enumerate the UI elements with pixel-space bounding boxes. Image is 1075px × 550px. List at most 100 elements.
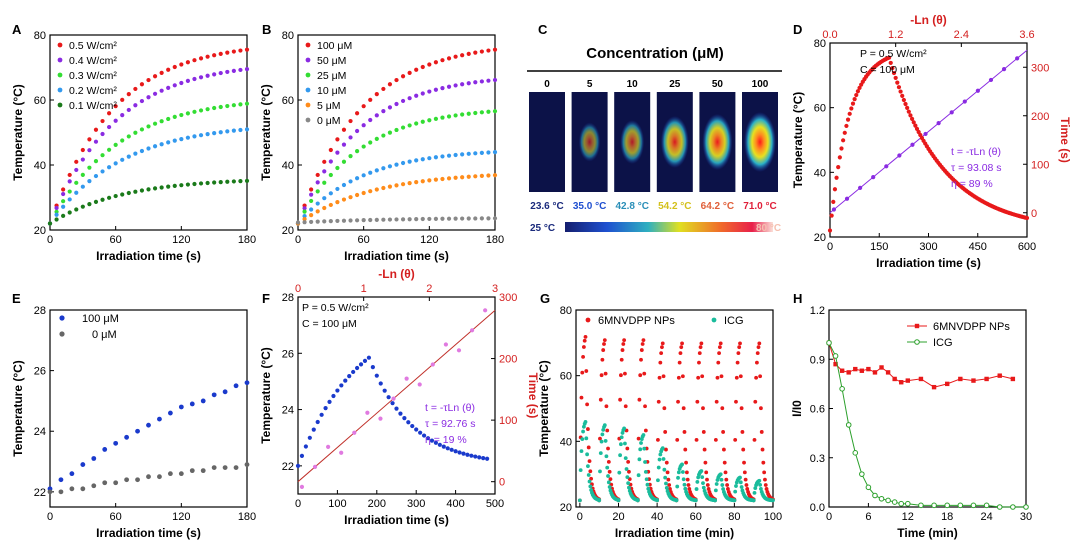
data-point xyxy=(198,56,204,61)
data-point xyxy=(603,371,608,376)
data-point xyxy=(839,368,845,373)
data-point xyxy=(315,209,320,214)
data-point xyxy=(80,147,85,153)
data-point xyxy=(678,351,683,356)
data-point xyxy=(205,132,210,137)
data-point xyxy=(133,189,138,194)
data-point xyxy=(146,422,151,428)
data-point xyxy=(225,103,230,109)
data-point xyxy=(335,200,340,205)
data-point xyxy=(700,374,705,379)
data-point xyxy=(172,138,177,143)
data-point xyxy=(686,483,691,487)
data-point xyxy=(682,430,687,434)
data-point xyxy=(466,174,471,179)
data-point xyxy=(944,502,951,509)
data-point xyxy=(172,114,177,120)
data-point xyxy=(479,150,484,155)
data-point xyxy=(656,478,660,483)
data-point xyxy=(61,191,66,197)
data-point xyxy=(676,399,680,404)
data-point xyxy=(157,416,162,422)
data-point xyxy=(602,423,607,428)
data-point xyxy=(492,173,498,178)
data-point xyxy=(100,169,105,174)
temperature-label: 71.0 °C xyxy=(743,201,776,212)
data-point xyxy=(374,168,379,173)
data-point xyxy=(622,426,627,431)
data-point xyxy=(657,457,662,462)
data-point xyxy=(473,110,478,116)
x-tick-label: 120 xyxy=(172,234,190,246)
data-point xyxy=(192,76,197,82)
data-point xyxy=(601,427,606,432)
data-point xyxy=(139,188,145,193)
x-tick-label: 180 xyxy=(238,511,256,523)
data-point xyxy=(871,175,876,180)
data-point xyxy=(752,437,757,442)
data-point xyxy=(764,487,769,491)
data-point xyxy=(93,199,99,204)
data-point xyxy=(701,430,706,434)
data-point xyxy=(492,47,498,52)
data-point xyxy=(1015,56,1020,61)
data-point xyxy=(479,216,484,221)
thermal-hotspot xyxy=(620,120,645,164)
fit-line xyxy=(297,309,496,483)
y-tick-label: 0.3 xyxy=(810,453,825,465)
data-point xyxy=(694,437,699,442)
data-point xyxy=(717,351,721,356)
data-point xyxy=(619,442,623,447)
data-point xyxy=(466,216,471,221)
data-point xyxy=(1001,67,1007,72)
data-point xyxy=(603,439,608,443)
data-point xyxy=(87,148,92,153)
data-point xyxy=(744,483,749,487)
data-point xyxy=(761,460,766,465)
data-point xyxy=(752,490,757,495)
data-point xyxy=(146,95,151,100)
data-point xyxy=(381,109,386,114)
data-point xyxy=(185,60,190,65)
plot-frame xyxy=(297,34,496,231)
thermal-cell xyxy=(529,92,565,192)
data-point xyxy=(417,382,422,387)
data-point xyxy=(414,158,419,163)
data-point xyxy=(212,180,217,185)
data-point xyxy=(414,67,419,72)
data-point xyxy=(400,160,406,166)
data-point xyxy=(394,77,399,83)
right-axis-label: Time (s) xyxy=(526,373,540,419)
chart-panel-g: G 0 20 40 60 80 100 20 40 60 80 Irradiation time (m… xyxy=(537,291,782,540)
data-point xyxy=(597,498,602,503)
data-point xyxy=(54,209,59,214)
data-point xyxy=(453,54,458,59)
x-tick-label: 100 xyxy=(328,498,346,510)
data-point xyxy=(47,221,53,226)
data-point xyxy=(212,53,217,58)
data-point xyxy=(887,55,892,60)
data-point xyxy=(322,219,327,224)
data-point xyxy=(753,486,758,490)
data-point xyxy=(218,180,223,185)
data-point xyxy=(166,116,171,122)
fit-parameter-label: τ = 92.76 s xyxy=(425,418,476,430)
data-point xyxy=(339,383,344,388)
data-point xyxy=(126,154,131,159)
concentration-label: 100 xyxy=(752,79,769,90)
y-tick-label: 26 xyxy=(34,366,46,378)
data-point xyxy=(598,397,603,402)
thermal-hotspot xyxy=(744,112,776,172)
data-point xyxy=(74,190,79,195)
data-point xyxy=(683,486,688,491)
data-point xyxy=(192,134,197,139)
data-point xyxy=(492,109,498,114)
data-point xyxy=(244,47,250,52)
data-point xyxy=(646,486,651,491)
data-point xyxy=(244,380,250,386)
data-point xyxy=(335,137,340,142)
chart-panel-a: A 0 60 120 180 20 40 60 80 Irradiation time (s) Te… xyxy=(11,22,256,263)
data-point xyxy=(400,125,406,130)
data-point xyxy=(737,345,742,350)
concentration-label: 0 xyxy=(544,79,550,90)
